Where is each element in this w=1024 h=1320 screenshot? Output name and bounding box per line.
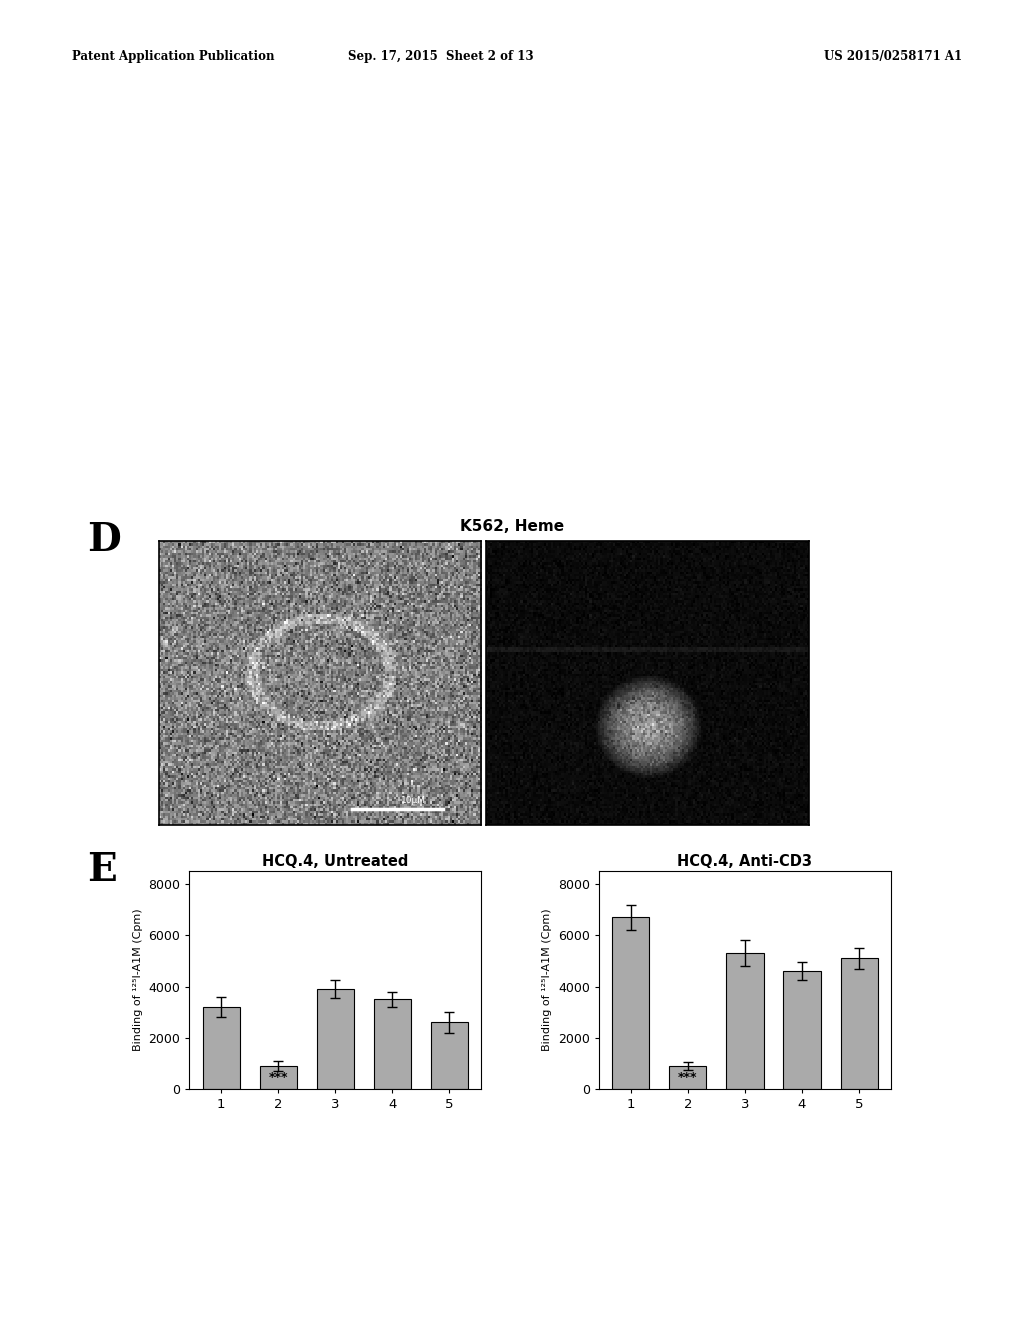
Bar (316, 989, 354, 1089)
Bar (203, 1007, 240, 1089)
Text: ***: *** (678, 1071, 697, 1084)
Y-axis label: Binding of ¹²⁵I-A1M (Cpm): Binding of ¹²⁵I-A1M (Cpm) (133, 908, 143, 1052)
Text: ***: *** (268, 1071, 288, 1084)
Bar (260, 1067, 297, 1089)
Text: 10μM: 10μM (401, 796, 426, 805)
Text: Sep. 17, 2015  Sheet 2 of 13: Sep. 17, 2015 Sheet 2 of 13 (347, 50, 534, 63)
Bar (374, 999, 411, 1089)
Title: HCQ.4, Anti-CD3: HCQ.4, Anti-CD3 (678, 854, 812, 869)
Text: Patent Application Publication: Patent Application Publication (72, 50, 274, 63)
Text: E: E (87, 851, 117, 890)
Bar (670, 1067, 707, 1089)
Text: US 2015/0258171 A1: US 2015/0258171 A1 (824, 50, 963, 63)
Bar (783, 972, 820, 1089)
Text: K562, Heme: K562, Heme (460, 519, 564, 533)
Bar (726, 953, 764, 1089)
Bar (431, 1023, 468, 1089)
Text: D: D (87, 521, 121, 560)
Y-axis label: Binding of ¹²⁵I-A1M (Cpm): Binding of ¹²⁵I-A1M (Cpm) (543, 908, 553, 1052)
Title: HCQ.4, Untreated: HCQ.4, Untreated (262, 854, 409, 869)
Bar (841, 958, 878, 1089)
Bar (612, 917, 649, 1089)
